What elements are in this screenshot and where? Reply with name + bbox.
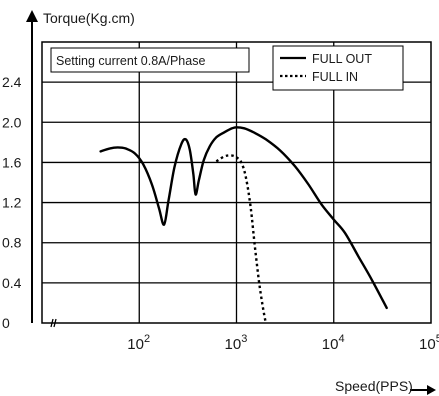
x-tick-label: 103: [225, 333, 248, 353]
legend-label-full-in: FULL IN: [312, 70, 358, 84]
y-axis-arrowhead: [26, 10, 38, 22]
annotation-box: Setting current 0.8A/Phase: [50, 47, 250, 73]
x-tick-labels: 102 103 104 105: [127, 333, 439, 353]
legend: FULL OUT FULL IN: [272, 45, 404, 91]
x-tick-label: 104: [322, 333, 345, 353]
y-tick-label: 0.8: [2, 235, 22, 251]
legend-box: [272, 45, 404, 91]
y-tick-label: 2.4: [2, 74, 22, 90]
annotation-text: Setting current 0.8A/Phase: [56, 54, 205, 68]
x-axis-label: Speed(PPS): [335, 378, 413, 394]
series-group: [99, 126, 388, 324]
y-tick-label: 0.4: [2, 275, 22, 291]
y-tick-label: 0: [2, 315, 10, 331]
y-tick-labels: 0 0.4 0.8 1.2 1.6 2.0 2.4: [2, 74, 22, 331]
x-tick-label: 102: [127, 333, 150, 353]
y-tick-label: 1.6: [2, 154, 22, 170]
x-tick-label: 105: [419, 333, 439, 353]
grid-lines: [42, 42, 431, 323]
series-line-full-in: [215, 154, 267, 324]
x-axis-arrowhead: [427, 385, 436, 395]
legend-label-full-out: FULL OUT: [312, 52, 372, 66]
y-tick-label: 1.2: [2, 195, 22, 211]
series-line-full-out: [99, 126, 388, 310]
axis-break-mark: [50, 318, 57, 328]
y-axis-label: Torque(Kg.cm): [43, 10, 135, 26]
y-tick-label: 2.0: [2, 114, 22, 130]
